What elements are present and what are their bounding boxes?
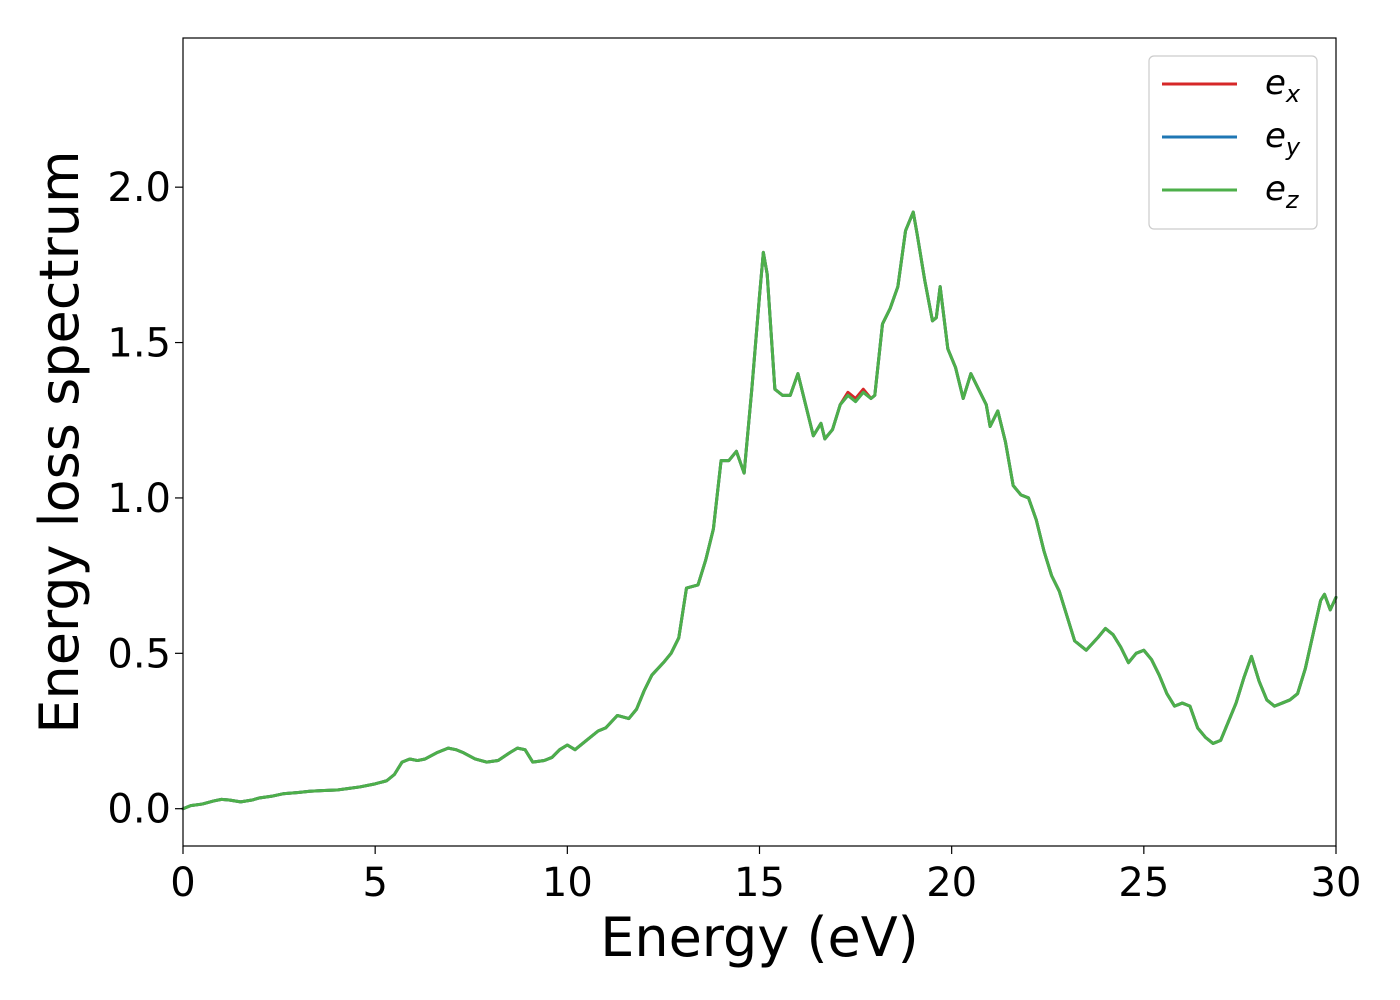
x-tick-label: 5 — [362, 860, 387, 906]
legend-label-x: ex — [1265, 63, 1301, 108]
x-tick-label: 10 — [542, 860, 593, 906]
x-tick-label: 25 — [1118, 860, 1169, 906]
x-axis-label: Energy (eV) — [600, 906, 919, 969]
y-tick-label: 1.5 — [107, 321, 171, 367]
y-axis-label: Energy loss spectrum — [28, 150, 91, 733]
x-tick-label: 30 — [1311, 860, 1362, 906]
x-tick-label: 0 — [170, 860, 195, 906]
x-tick-label: 15 — [734, 860, 785, 906]
legend: ex ey ez — [1148, 55, 1318, 230]
y-tick-label: 1.0 — [107, 476, 171, 522]
series-layer — [181, 210, 1338, 811]
x-axis: 0 5 10 15 20 25 30 — [170, 846, 1361, 906]
y-tick-label: 2.0 — [107, 165, 171, 211]
series-line-e-z — [181, 210, 1338, 811]
legend-label-y: ey — [1265, 116, 1301, 161]
legend-box — [1148, 55, 1318, 230]
y-tick-label: 0.0 — [107, 787, 171, 833]
x-tick-label: 20 — [926, 860, 977, 906]
y-axis: 0.0 0.5 1.0 1.5 2.0 — [107, 165, 183, 833]
y-tick-label: 0.5 — [107, 631, 171, 677]
legend-label-z: ez — [1265, 169, 1300, 214]
